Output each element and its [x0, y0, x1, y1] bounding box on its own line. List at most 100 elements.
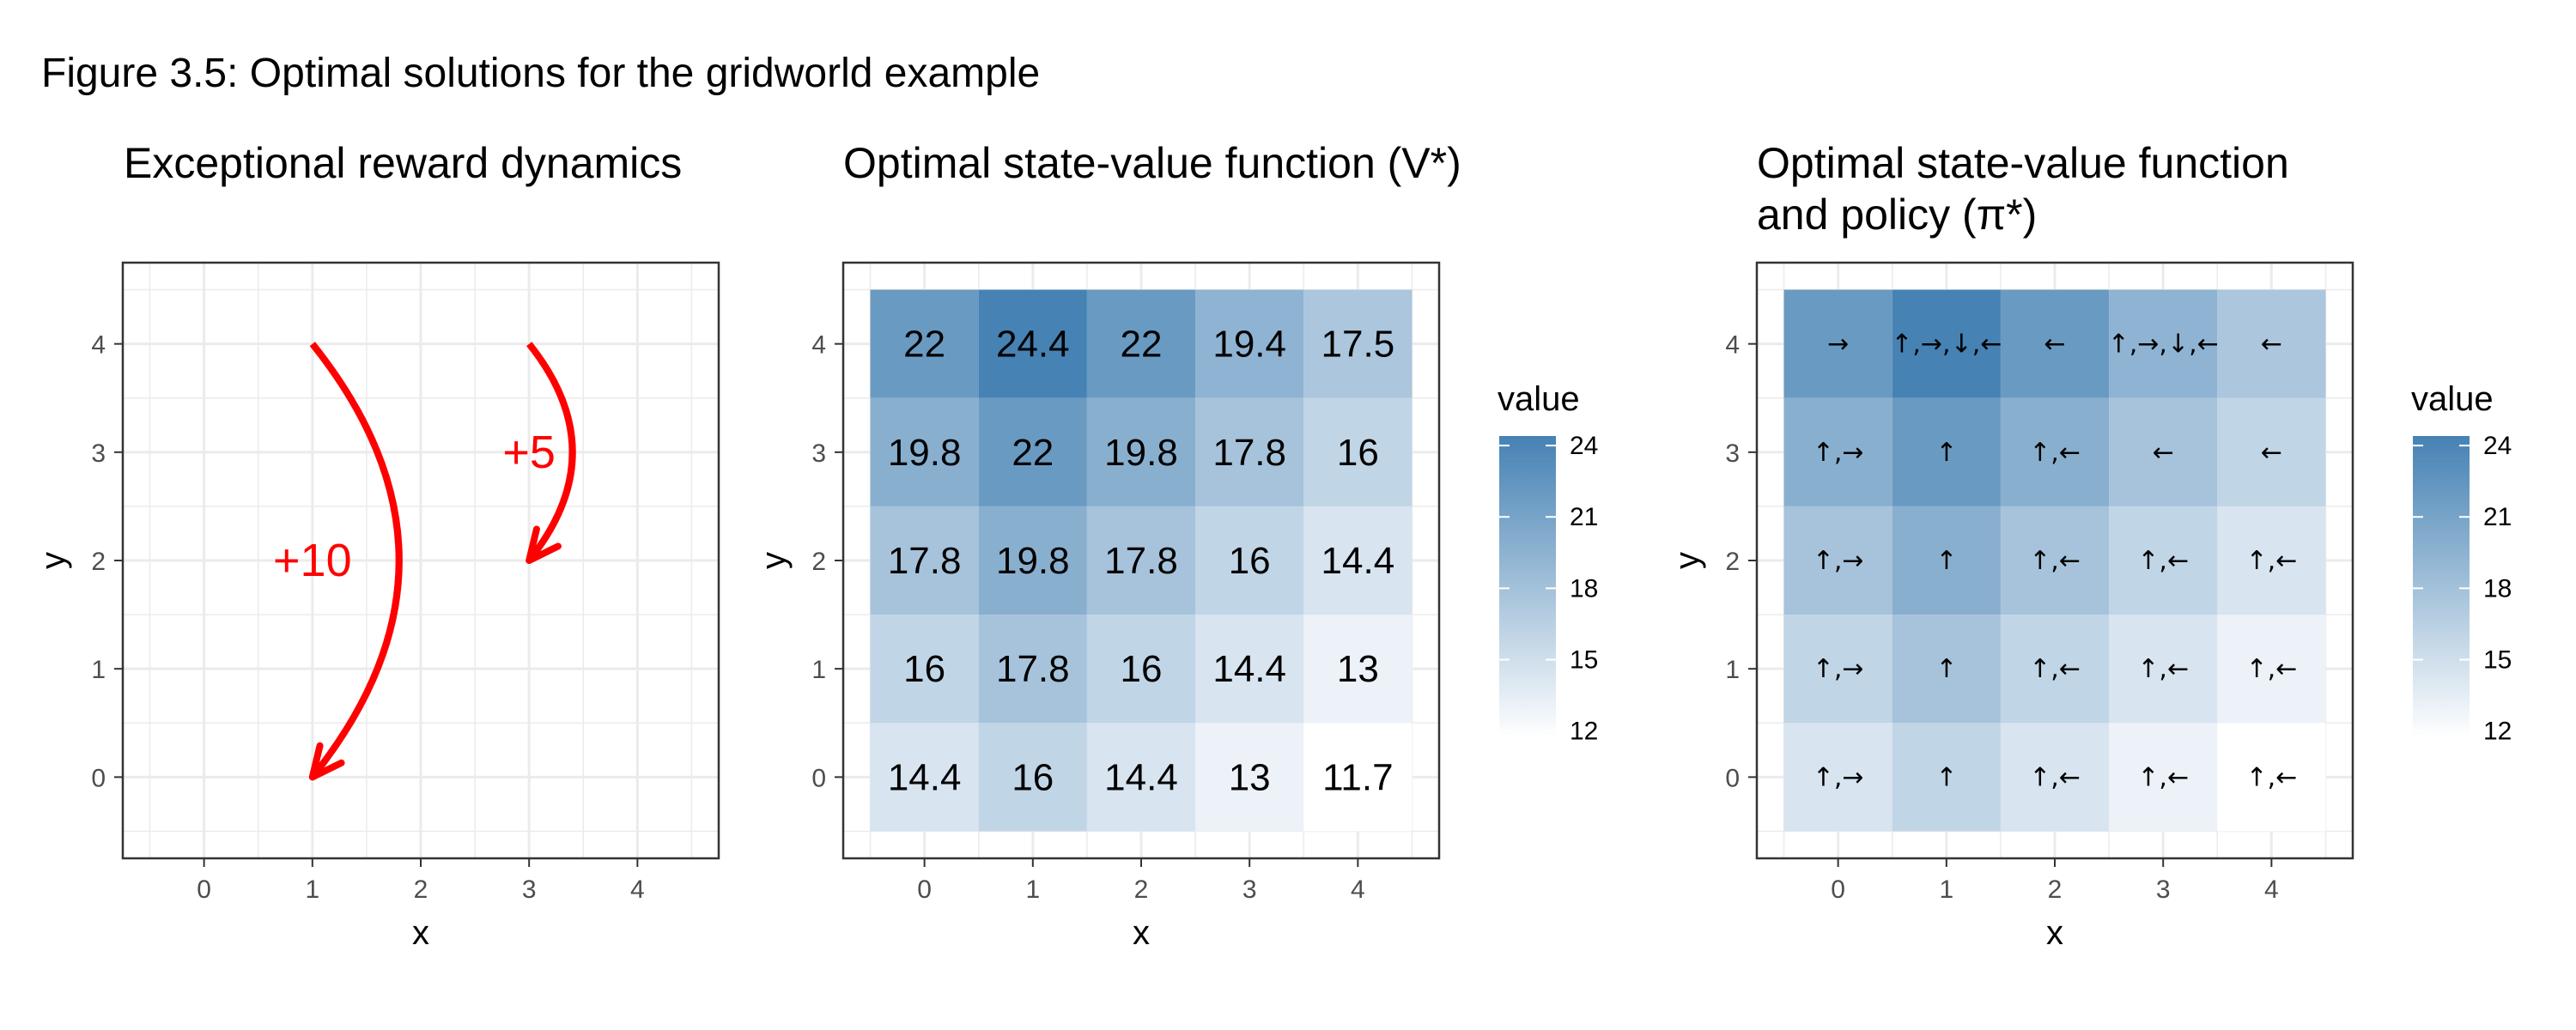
reward-label: +10	[273, 535, 352, 586]
heatmap-cell	[1892, 506, 2001, 615]
y-tick-label: 1	[91, 656, 106, 684]
cell-label: ↑,←	[2245, 654, 2297, 684]
heatmap-cell	[1303, 506, 1413, 615]
cell-label: ↑,←	[2029, 654, 2081, 684]
x-tick-label: 4	[1351, 876, 1365, 904]
heatmap-cell	[2217, 615, 2326, 724]
heatmap-cell	[1783, 506, 1893, 615]
cell-label: ←	[2261, 330, 2282, 360]
y-axis-title: y	[755, 552, 793, 569]
heatmap-cell	[1783, 397, 1893, 506]
heatmap-cell	[1195, 506, 1304, 615]
heatmap-cell	[1783, 723, 1893, 832]
legend-tick-label: 18	[1570, 574, 1598, 603]
reward-arrowhead	[526, 525, 562, 564]
y-tick-label: 0	[1725, 764, 1740, 792]
cell-label: 17.8	[996, 648, 1070, 690]
x-tick-label: 4	[630, 876, 645, 904]
cell-label: ↑	[1935, 762, 1957, 792]
x-tick-label: 1	[305, 876, 319, 904]
heatmap-cell	[2109, 506, 2218, 615]
cell-label: ↑,←	[2245, 762, 2297, 792]
legend-title: value	[1498, 380, 1580, 418]
cell-label: ↑,←	[2029, 546, 2081, 576]
cell-label: ←	[2044, 330, 2065, 360]
heatmap-cell	[1783, 615, 1893, 724]
panel-3-title: Optimal state-value function and policy …	[1757, 139, 2289, 239]
heatmap-cell	[1303, 397, 1413, 506]
heatmap-cell	[1086, 506, 1196, 615]
heatmap-cell	[1303, 615, 1413, 724]
heatmap-cell	[1892, 615, 2001, 724]
heatmap-cell	[1303, 723, 1413, 832]
cell-label: 14.4	[1321, 540, 1395, 582]
heatmap-cell	[978, 289, 1087, 398]
cell-label: 13	[1229, 756, 1271, 798]
cell-label: 14.4	[1104, 756, 1178, 798]
x-tick-label: 3	[1242, 876, 1257, 904]
reward-arrow	[309, 342, 403, 779]
x-tick-label: 2	[2048, 876, 2063, 904]
heatmap-cell	[978, 397, 1087, 506]
legend-tick-label: 24	[1570, 432, 1598, 460]
x-tick-label: 3	[522, 876, 537, 904]
x-tick-label: 3	[2156, 876, 2171, 904]
heatmap-cell	[1086, 397, 1196, 506]
panel-2-title: Optimal state-value function (V*)	[843, 139, 1461, 187]
cell-label: ↑,→	[1813, 546, 1864, 576]
y-axis-title: y	[34, 552, 72, 569]
y-tick-label: 3	[811, 439, 826, 468]
legend-colorbar	[2413, 436, 2470, 738]
cell-label: 19.8	[1104, 432, 1178, 474]
cell-label: 16	[903, 648, 945, 690]
heatmap-cell	[1892, 289, 2001, 398]
heatmap-cell	[1195, 615, 1304, 724]
legend-tick-label: 24	[2483, 432, 2512, 460]
cell-label: ↑,→	[1813, 762, 1864, 792]
x-axis-title: x	[412, 914, 429, 952]
legend-tick-label: 18	[2483, 574, 2512, 603]
cell-label: →	[1827, 330, 1849, 360]
y-tick-label: 4	[91, 331, 106, 360]
x-axis-title: x	[2046, 914, 2063, 952]
y-tick-label: 4	[811, 331, 826, 360]
heatmap-cell	[2000, 397, 2110, 506]
heatmap-cell	[1892, 723, 2001, 832]
legend-tick-label: 12	[1570, 718, 1598, 746]
heatmap-cell	[870, 506, 979, 615]
heatmap-cell	[1195, 723, 1304, 832]
heatmap-cell	[2000, 506, 2110, 615]
cell-label: 17.8	[888, 540, 962, 582]
heatmap-cell	[2000, 289, 2110, 398]
legend-tick-label: 21	[1570, 503, 1598, 531]
cell-label: ↑,←	[2029, 438, 2081, 468]
legend-tick-label: 12	[2483, 718, 2512, 746]
y-tick-label: 2	[1725, 548, 1740, 576]
cell-label: 19.8	[888, 432, 962, 474]
heatmap-cell	[870, 397, 979, 506]
cell-label: 11.7	[1322, 756, 1393, 798]
cell-label: 19.4	[1212, 324, 1286, 366]
cell-label: 16	[1012, 756, 1054, 798]
heatmap-cell	[2109, 397, 2218, 506]
cell-label: ←	[2153, 438, 2174, 468]
x-tick-label: 2	[414, 876, 428, 904]
cell-label: 17.5	[1321, 324, 1395, 366]
heatmap-cell	[1892, 397, 2001, 506]
cell-label: 13	[1337, 648, 1379, 690]
heatmap-cell	[1783, 289, 1893, 398]
y-tick-label: 1	[811, 656, 826, 684]
reward-label: +5	[502, 427, 556, 478]
cell-label: 14.4	[888, 756, 962, 798]
legend-tick-label: 15	[1570, 646, 1598, 675]
reward-arrow	[526, 342, 576, 563]
cell-label: ↑,→	[1813, 438, 1864, 468]
legend-colorbar	[1499, 436, 1556, 738]
y-tick-label: 4	[1725, 331, 1740, 360]
heatmap-cell	[870, 289, 979, 398]
y-tick-label: 3	[91, 439, 106, 468]
cell-label: ↑,←	[2137, 654, 2189, 684]
x-tick-label: 1	[1025, 876, 1040, 904]
heatmap-cell	[870, 615, 979, 724]
